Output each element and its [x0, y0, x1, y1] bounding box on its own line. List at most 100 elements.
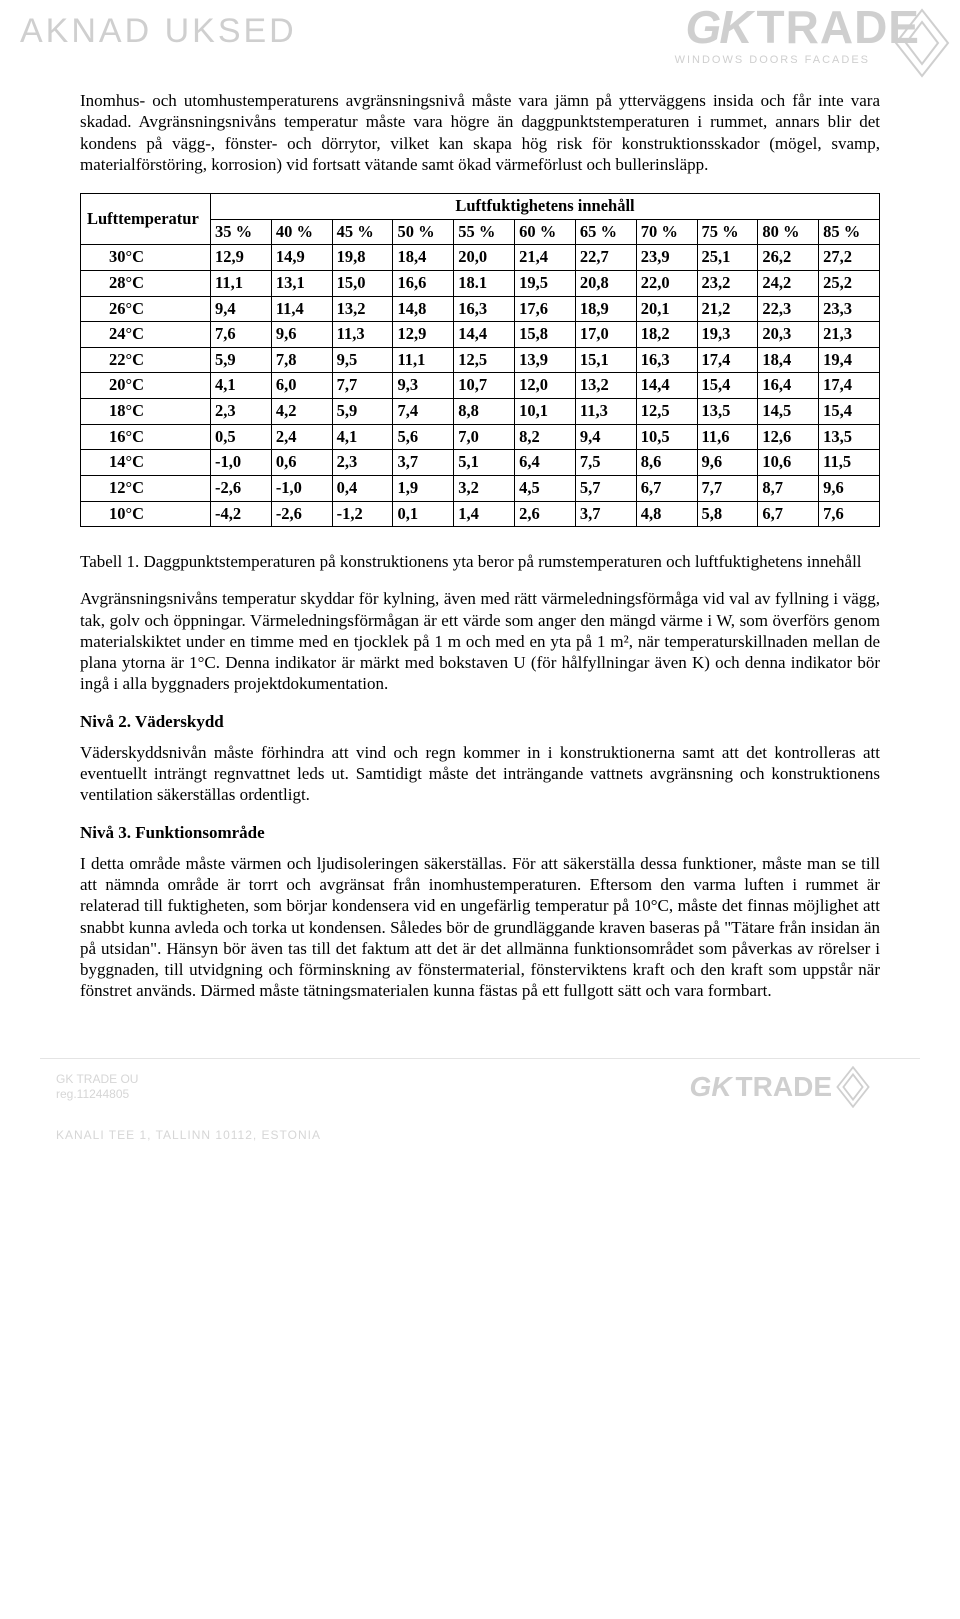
- table-value-cell: 18,2: [636, 322, 697, 348]
- brand-left-text: AKNAD UKSED: [20, 12, 297, 51]
- table-percent-cell: 45 %: [332, 219, 393, 245]
- table-value-cell: 19,5: [515, 270, 576, 296]
- table-value-cell: 22,7: [575, 245, 636, 271]
- table-row: 18°C2,34,25,97,48,810,111,312,513,514,51…: [81, 399, 880, 425]
- table-value-cell: 10,7: [454, 373, 515, 399]
- table-value-cell: 24,2: [758, 270, 819, 296]
- table-percent-cell: 65 %: [575, 219, 636, 245]
- table-value-cell: 7,8: [271, 347, 332, 373]
- section3-title: Nivå 3. Funktionsområde: [80, 822, 880, 843]
- table-value-cell: 12,6: [758, 424, 819, 450]
- table-value-cell: 1,9: [393, 475, 454, 501]
- logo-subtitle: WINDOWS DOORS FACADES: [675, 54, 870, 66]
- table-value-cell: 6,4: [515, 450, 576, 476]
- table-value-cell: 15,1: [575, 347, 636, 373]
- table-value-cell: 25,2: [819, 270, 880, 296]
- table-value-cell: 13,5: [819, 424, 880, 450]
- table-value-cell: 13,9: [515, 347, 576, 373]
- table-value-cell: 4,1: [211, 373, 272, 399]
- table-value-cell: 17,0: [575, 322, 636, 348]
- table-temp-cell: 12°C: [81, 475, 211, 501]
- table-value-cell: 7,4: [393, 399, 454, 425]
- table-value-cell: 11,3: [575, 399, 636, 425]
- table-value-cell: 2,6: [515, 501, 576, 527]
- table-value-cell: -2,6: [211, 475, 272, 501]
- table-value-cell: 5,6: [393, 424, 454, 450]
- table-value-cell: 22,0: [636, 270, 697, 296]
- footer-company-name: GK TRADE OU: [56, 1072, 138, 1088]
- table-value-cell: 7,6: [819, 501, 880, 527]
- table-value-cell: 7,7: [697, 475, 758, 501]
- table-caption: Tabell 1. Daggpunktstemperaturen på kons…: [80, 551, 880, 572]
- table-percent-cell: 70 %: [636, 219, 697, 245]
- table-value-cell: 12,9: [393, 322, 454, 348]
- document-body: Inomhus- och utomhustemperaturens avgrän…: [0, 90, 960, 1058]
- table-temp-cell: 16°C: [81, 424, 211, 450]
- table-value-cell: 21,4: [515, 245, 576, 271]
- brand-logo: GK TRADE: [686, 0, 920, 54]
- section2-body: Väderskyddsnivån måste förhindra att vin…: [80, 742, 880, 806]
- footer-watermark: GK TRADE OU reg.11244805 GK TRADE KANALI…: [0, 1058, 960, 1148]
- table-row: 12°C-2,6-1,00,41,93,24,55,76,77,78,79,6: [81, 475, 880, 501]
- table-value-cell: 7,7: [332, 373, 393, 399]
- table-value-cell: 9,5: [332, 347, 393, 373]
- table-value-cell: -2,6: [271, 501, 332, 527]
- table-value-cell: 23,2: [697, 270, 758, 296]
- footer-company-reg: reg.11244805: [56, 1087, 138, 1103]
- table-value-cell: 14,8: [393, 296, 454, 322]
- table-value-cell: 13,1: [271, 270, 332, 296]
- table-value-cell: 8,6: [636, 450, 697, 476]
- table-value-cell: 9,4: [211, 296, 272, 322]
- table-value-cell: 23,3: [819, 296, 880, 322]
- table-value-cell: 12,5: [636, 399, 697, 425]
- table-value-cell: 13,2: [575, 373, 636, 399]
- table-value-cell: 25,1: [697, 245, 758, 271]
- table-value-cell: 12,5: [454, 347, 515, 373]
- table-value-cell: 6,7: [758, 501, 819, 527]
- table-value-cell: 9,6: [271, 322, 332, 348]
- table-value-cell: 15,4: [697, 373, 758, 399]
- table-value-cell: 26,2: [758, 245, 819, 271]
- footer-divider: [40, 1058, 920, 1059]
- table-value-cell: 11,1: [393, 347, 454, 373]
- table-value-cell: 3,2: [454, 475, 515, 501]
- table-value-cell: 10,5: [636, 424, 697, 450]
- table-value-cell: 11,6: [697, 424, 758, 450]
- footer-address: KANALI TEE 1, TALLINN 10112, ESTONIA: [56, 1128, 321, 1142]
- table-value-cell: 4,8: [636, 501, 697, 527]
- humidity-table: Lufttemperatur Luftfuktighetens innehåll…: [80, 193, 880, 527]
- table-temp-cell: 24°C: [81, 322, 211, 348]
- table-value-cell: 17,6: [515, 296, 576, 322]
- table-row: 10°C-4,2-2,6-1,20,11,42,63,74,85,86,77,6: [81, 501, 880, 527]
- table-row: 28°C11,113,115,016,618.119,520,822,023,2…: [81, 270, 880, 296]
- table-colheader: Luftfuktighetens innehåll: [211, 194, 880, 220]
- table-temp-cell: 30°C: [81, 245, 211, 271]
- table-row: 26°C9,411,413,214,816,317,618,920,121,22…: [81, 296, 880, 322]
- table-value-cell: 17,4: [697, 347, 758, 373]
- table-percent-cell: 85 %: [819, 219, 880, 245]
- table-value-cell: 18,4: [393, 245, 454, 271]
- table-value-cell: 4,1: [332, 424, 393, 450]
- table-temp-cell: 28°C: [81, 270, 211, 296]
- table-value-cell: 11,3: [332, 322, 393, 348]
- table-percent-cell: 55 %: [454, 219, 515, 245]
- table-percent-cell: 60 %: [515, 219, 576, 245]
- table-percent-cell: 75 %: [697, 219, 758, 245]
- footer-logo-gk: GK: [690, 1071, 732, 1103]
- table-value-cell: 9,3: [393, 373, 454, 399]
- table-percent-cell: 40 %: [271, 219, 332, 245]
- table-temp-cell: 20°C: [81, 373, 211, 399]
- table-value-cell: 15,8: [515, 322, 576, 348]
- table-value-cell: 0,6: [271, 450, 332, 476]
- table-value-cell: 15,0: [332, 270, 393, 296]
- table-value-cell: -1,0: [271, 475, 332, 501]
- table-value-cell: 23,9: [636, 245, 697, 271]
- table-value-cell: 4,2: [271, 399, 332, 425]
- table-row: 16°C0,52,44,15,67,08,29,410,511,612,613,…: [81, 424, 880, 450]
- table-value-cell: 8,8: [454, 399, 515, 425]
- table-value-cell: 18.1: [454, 270, 515, 296]
- footer-logo: GK TRADE: [690, 1066, 870, 1108]
- table-value-cell: 11,4: [271, 296, 332, 322]
- table-value-cell: 20,0: [454, 245, 515, 271]
- table-value-cell: 4,5: [515, 475, 576, 501]
